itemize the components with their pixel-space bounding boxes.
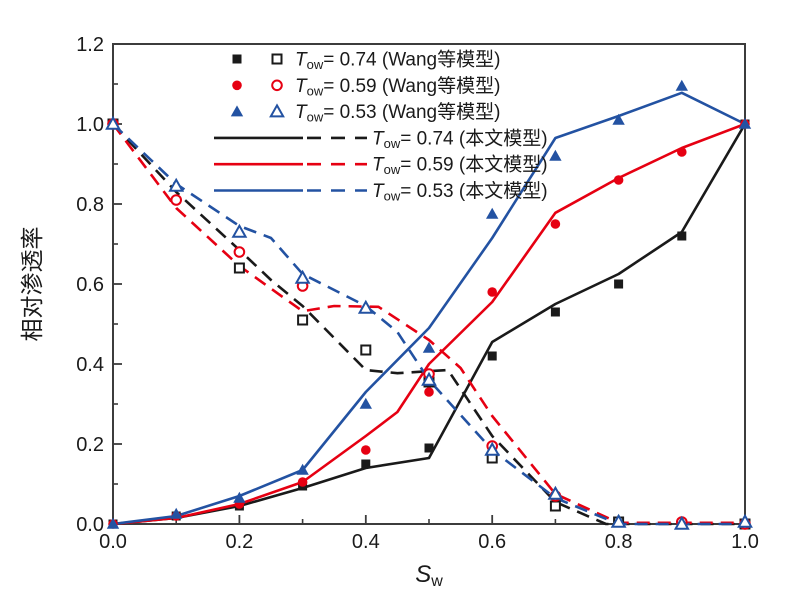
data-point-circle-filled bbox=[424, 387, 434, 397]
data-point-square-open bbox=[297, 314, 309, 326]
data-point-triangle-filled bbox=[230, 105, 244, 117]
legend-item-label: Tow= 0.53 (本文模型) bbox=[372, 180, 548, 204]
data-point-square-open bbox=[360, 344, 372, 356]
data-point-triangle-filled bbox=[675, 79, 688, 91]
y-tick-label: 1.2 bbox=[76, 34, 104, 56]
data-point-square-filled bbox=[550, 307, 560, 317]
series-line-black-solid bbox=[112, 123, 747, 526]
data-point-triangle-open bbox=[357, 299, 374, 314]
y-tick-label: 1.0 bbox=[76, 114, 104, 136]
x-tick-label: 0.8 bbox=[605, 531, 633, 553]
x-tick-label: 1.0 bbox=[731, 531, 759, 553]
data-point-triangle-filled bbox=[296, 463, 309, 475]
data-point-circle-filled bbox=[232, 80, 242, 91]
x-tick-label: 0.0 bbox=[99, 531, 127, 553]
data-point-circle-filled bbox=[361, 445, 371, 455]
data-point-triangle-open bbox=[105, 115, 121, 130]
x-tick-label: 0.6 bbox=[478, 531, 506, 553]
data-point-triangle-filled bbox=[359, 397, 372, 409]
data-point-triangle-filled bbox=[612, 113, 625, 125]
legend-item-label: Tow= 0.59 (本文模型) bbox=[372, 154, 548, 178]
series-line-blue-solid bbox=[112, 91, 746, 526]
data-point-square-filled bbox=[232, 54, 242, 64]
series-line-red-solid bbox=[112, 122, 746, 526]
data-point-square-filled bbox=[361, 459, 371, 469]
x-tick-label: 0.2 bbox=[225, 531, 253, 553]
legend-item-label: Tow= 0.74 (Wang等模型) bbox=[295, 49, 500, 73]
data-point-triangle-open bbox=[168, 177, 185, 192]
y-tick-label: 0.0 bbox=[76, 514, 104, 536]
data-point-square-open bbox=[549, 500, 561, 512]
data-point-circle-filled bbox=[550, 219, 561, 229]
data-point-triangle-open bbox=[673, 515, 690, 530]
y-axis-label: 相对渗透率 bbox=[19, 227, 45, 342]
data-point-triangle-open bbox=[294, 269, 311, 284]
data-point-triangle-open bbox=[231, 223, 248, 238]
data-point-triangle-filled bbox=[738, 117, 752, 129]
data-point-circle-open bbox=[170, 194, 182, 206]
data-point-triangle-filled bbox=[170, 507, 183, 519]
data-point-triangle-filled bbox=[422, 341, 436, 353]
data-point-square-filled bbox=[677, 231, 687, 241]
series-line-blue-dashed bbox=[112, 123, 745, 526]
legend-item-label: Tow= 0.59 (Wang等模型) bbox=[295, 75, 500, 99]
x-axis-label: Sw bbox=[415, 561, 443, 590]
data-point-square-filled bbox=[487, 351, 497, 361]
data-point-triangle-open bbox=[421, 371, 437, 386]
legend-item-label: Tow= 0.53 (Wang等模型) bbox=[295, 101, 500, 125]
data-point-circle-open bbox=[271, 79, 283, 92]
y-tick-label: 0.6 bbox=[76, 274, 104, 296]
y-tick-label: 0.8 bbox=[76, 194, 104, 216]
data-point-triangle-open bbox=[547, 485, 564, 500]
data-point-circle-filled bbox=[613, 175, 624, 185]
data-point-triangle-open bbox=[737, 513, 753, 528]
data-point-circle-filled bbox=[297, 477, 308, 487]
data-point-square-open bbox=[233, 262, 245, 274]
data-point-circle-filled bbox=[487, 287, 498, 297]
data-point-circle-open bbox=[233, 246, 246, 258]
data-point-triangle-open bbox=[269, 103, 285, 118]
series-line-red-dashed bbox=[111, 123, 745, 525]
data-point-triangle-filled bbox=[106, 517, 120, 529]
data-point-square-filled bbox=[424, 443, 434, 453]
data-point-triangle-open bbox=[484, 441, 501, 456]
data-point-triangle-filled bbox=[549, 149, 562, 161]
data-point-square-filled bbox=[614, 279, 624, 289]
data-point-circle-filled bbox=[677, 147, 687, 157]
data-point-square-open bbox=[271, 53, 283, 65]
data-point-triangle-open bbox=[610, 513, 627, 528]
y-tick-label: 0.2 bbox=[76, 434, 104, 456]
x-tick-label: 0.4 bbox=[352, 531, 380, 553]
legend-item-label: Tow= 0.74 (本文模型) bbox=[372, 127, 548, 151]
data-point-triangle-filled bbox=[233, 491, 246, 503]
y-tick-label: 0.4 bbox=[76, 354, 104, 376]
data-point-triangle-filled bbox=[486, 207, 499, 219]
series-line-black-dashed bbox=[112, 123, 745, 526]
